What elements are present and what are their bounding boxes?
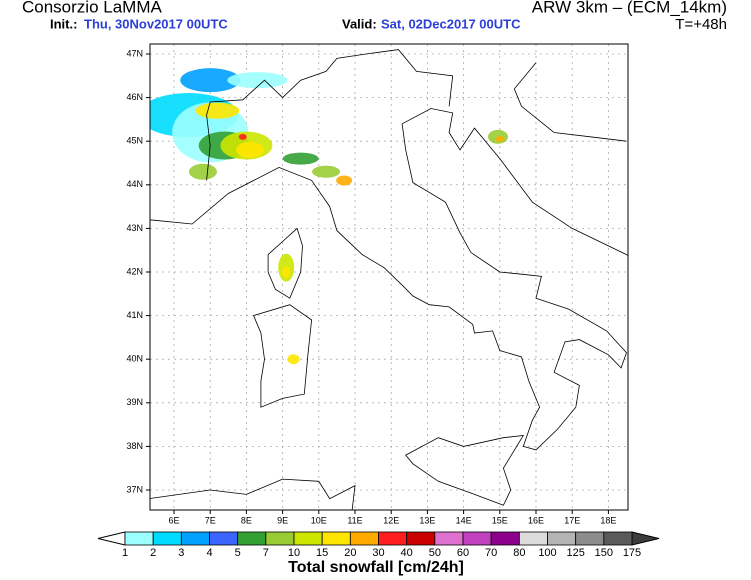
coastline <box>405 435 525 506</box>
colorbar-label: 50 <box>429 547 441 559</box>
colorbar-box <box>321 531 351 546</box>
colorbar-box <box>152 531 182 546</box>
init-label: Init.: <box>50 16 77 31</box>
lon-label: 15E <box>492 515 508 525</box>
colorbar-box <box>575 531 605 546</box>
colorbar-label: 2 <box>150 547 156 559</box>
colorbar-label: 4 <box>206 547 212 559</box>
snow-area <box>287 354 300 365</box>
lat-label: 40N <box>126 354 143 364</box>
snow-area <box>180 68 241 93</box>
colorbar-box <box>547 531 577 546</box>
colorbar-box <box>378 531 408 546</box>
colorbar-label: 100 <box>538 547 556 559</box>
lat-label: 41N <box>126 310 143 320</box>
lon-label: 8E <box>241 515 252 525</box>
title: Consorzio LaMMA <box>22 0 162 16</box>
snow-area <box>227 72 288 89</box>
colorbar-label: 125 <box>566 547 584 559</box>
colorbar-over <box>631 531 660 546</box>
colorbar-label: 40 <box>401 547 413 559</box>
colorbar-label: 5 <box>235 547 241 559</box>
colorbar-box <box>490 531 520 546</box>
colorbar-box <box>349 531 379 546</box>
lon-label: 17E <box>564 515 580 525</box>
lat-label: 42N <box>126 266 143 276</box>
coastline <box>206 49 454 181</box>
lat-label: 47N <box>126 48 143 58</box>
colorbar-label: 30 <box>372 547 384 559</box>
colorbar-label: 175 <box>623 547 641 559</box>
colorbar-label: 80 <box>513 547 525 559</box>
colorbar-box <box>180 531 210 546</box>
valid-label: Valid: <box>342 16 377 31</box>
snow-area <box>238 133 247 140</box>
colorbar-box <box>124 531 154 546</box>
model: ARW 3km – (ECM_14km) <box>532 0 727 16</box>
lon-label: 7E <box>205 515 216 525</box>
colorbar-label: 60 <box>457 547 469 559</box>
snow-area <box>188 163 217 180</box>
snow-area <box>336 175 353 186</box>
colorbar-box <box>237 531 267 546</box>
colorbar-label: 70 <box>485 547 497 559</box>
lon-label: 9E <box>277 515 288 525</box>
coastline <box>513 62 627 142</box>
snow-area <box>282 266 291 278</box>
lon-label: 18E <box>600 515 616 525</box>
colorbar-box <box>293 531 323 546</box>
map-layer <box>150 44 628 510</box>
lon-label: 14E <box>456 515 472 525</box>
coastline <box>267 227 303 299</box>
colorbar-box <box>462 531 492 546</box>
lead-time: T=+48h <box>675 16 727 33</box>
colorbar-label: 7 <box>263 547 269 559</box>
colorbar-box <box>209 531 239 546</box>
colorbar-box <box>406 531 436 546</box>
valid-date: Sat, 02Dec2017 00UTC <box>381 16 521 31</box>
lon-label: 10E <box>311 515 327 525</box>
coastline <box>150 108 628 451</box>
snow-area <box>236 141 265 158</box>
lon-label: 13E <box>419 515 435 525</box>
snow-area <box>312 165 341 178</box>
lon-label: 6E <box>168 515 179 525</box>
lat-label: 37N <box>126 484 143 494</box>
colorbar-box <box>434 531 464 546</box>
lat-label: 46N <box>126 92 143 102</box>
lon-label: 11E <box>347 515 362 525</box>
colorbar-label: 150 <box>595 547 613 559</box>
map-frame <box>149 43 629 511</box>
colorbar-label: 10 <box>288 547 300 559</box>
snow-area <box>495 136 504 143</box>
colorbar-box <box>603 531 633 546</box>
colorbar-box <box>265 531 295 546</box>
lat-label: 45N <box>126 136 143 146</box>
snow-area <box>282 152 319 165</box>
colorbar-label: 20 <box>344 547 356 559</box>
coastline <box>150 478 356 510</box>
lon-label: 16E <box>528 515 544 525</box>
init-date: Thu, 30Nov2017 00UTC <box>84 16 228 31</box>
colorbar-label: 3 <box>178 547 184 559</box>
lat-label: 38N <box>126 441 143 451</box>
snow-area <box>195 102 240 119</box>
colorbar-under <box>97 531 126 546</box>
lat-label: 39N <box>126 397 143 407</box>
coastline <box>253 304 313 408</box>
colorbar-box <box>518 531 548 546</box>
lat-label: 43N <box>126 223 143 233</box>
lat-label: 44N <box>126 179 143 189</box>
colorbar-label: 1 <box>122 547 128 559</box>
colorbar-title: Total snowfall [cm/24h] <box>288 559 464 576</box>
lon-label: 12E <box>383 515 399 525</box>
colorbar-label: 15 <box>316 547 328 559</box>
